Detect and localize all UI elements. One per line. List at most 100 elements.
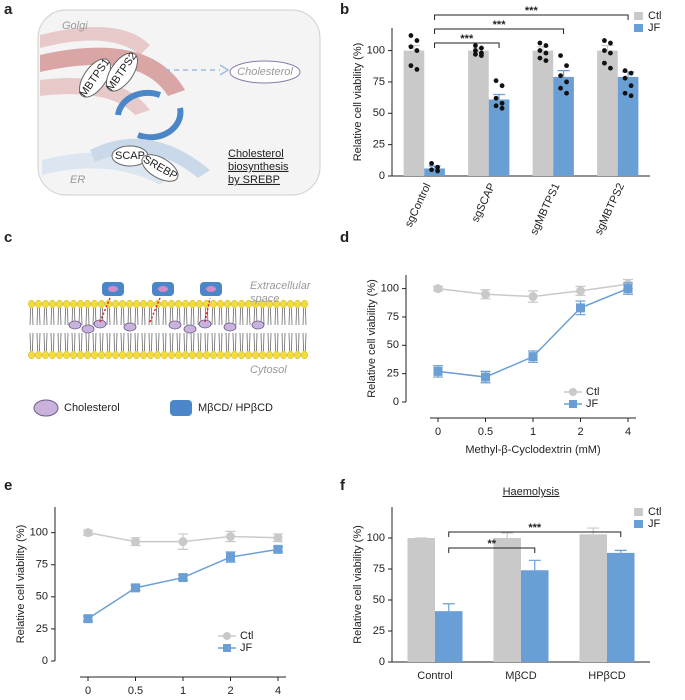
error-bar <box>557 70 570 77</box>
marker <box>131 583 140 593</box>
marker <box>226 532 235 542</box>
panel-label: a <box>4 1 13 18</box>
cyclodextrin-group <box>102 282 222 296</box>
y-tick-label: 0 <box>379 656 385 668</box>
data-point <box>414 48 420 53</box>
label: SCAP <box>115 150 145 162</box>
bar <box>617 76 639 176</box>
protein <box>78 58 112 98</box>
data-point <box>628 83 634 89</box>
significance-bracket <box>434 42 500 48</box>
protein <box>141 154 179 182</box>
legend-label: Ctl <box>240 630 253 642</box>
data-point <box>608 65 613 71</box>
error-bar <box>614 549 627 553</box>
significance-bracket <box>448 531 622 537</box>
y-tick-label: 50 <box>36 591 48 603</box>
panel-label: b <box>340 1 349 18</box>
x-axis-label: Methyl-β-Cyclodextrin (mM) <box>465 444 600 456</box>
marker <box>433 366 443 376</box>
series-line <box>87 548 279 620</box>
data-point <box>493 95 499 101</box>
x-tick-label: 2 <box>227 685 233 697</box>
data-point <box>628 93 634 99</box>
data-point <box>429 161 434 166</box>
data-point <box>435 164 440 170</box>
marker <box>273 533 283 543</box>
y-tick-label: 100 <box>30 527 48 539</box>
data-point <box>602 60 607 66</box>
protein <box>105 52 139 92</box>
marker <box>226 552 235 562</box>
marker <box>481 289 490 299</box>
data-point <box>435 168 440 174</box>
chart-title: Haemolysis <box>503 486 560 498</box>
x-tick-label: sgMBTPS2 <box>593 181 627 236</box>
diagram-a: Golgi MBTPS1 MBTPS2 Cholesterol ER SCAP … <box>37 9 321 196</box>
data-point <box>479 53 484 58</box>
bar <box>403 50 425 176</box>
x-tick-label: 2 <box>577 426 583 438</box>
bar <box>424 168 445 176</box>
marker <box>83 528 93 538</box>
data-point <box>408 44 414 50</box>
data-point <box>602 38 607 43</box>
caption: biosynthesis <box>228 161 289 173</box>
x-tick-label: sgSCAP <box>470 181 498 224</box>
panel-label: e <box>4 477 12 494</box>
bar <box>607 552 635 662</box>
bar <box>468 50 489 176</box>
significance-label: *** <box>528 522 542 534</box>
bar <box>553 76 574 176</box>
legend-label: Ctl <box>586 386 599 398</box>
data-point <box>558 85 563 91</box>
legend-marker <box>569 400 577 408</box>
label: Cholesterol <box>237 66 293 78</box>
bar <box>597 50 618 176</box>
y-tick-label: 100 <box>367 44 385 56</box>
bar <box>521 570 549 662</box>
y-tick-label: 0 <box>379 170 385 182</box>
data-point <box>414 38 420 43</box>
x-tick-label: 1 <box>180 685 186 697</box>
marker <box>273 544 283 554</box>
data-point <box>408 33 414 38</box>
extraction-arrows <box>99 297 211 323</box>
legend-swatch <box>634 12 643 20</box>
panel-label: d <box>340 229 349 246</box>
golgi <box>40 47 185 96</box>
data-point <box>429 167 434 173</box>
y-tick-label: 75 <box>373 76 385 88</box>
data-point <box>622 68 628 74</box>
membrane <box>28 300 308 360</box>
y-axis-label: Relative cell viability (%) <box>352 43 364 162</box>
panel-label: c <box>4 229 12 246</box>
data-point <box>499 100 505 106</box>
legend-label: MβCD/ HPβCD <box>198 402 273 414</box>
cycle-arrow <box>136 107 184 141</box>
y-axis-label: Relative cell viability (%) <box>15 525 27 644</box>
x-tick-label: 0.5 <box>128 685 143 697</box>
error-bar <box>493 93 506 100</box>
data-point <box>493 103 499 109</box>
legend-marker <box>223 644 231 652</box>
data-point <box>499 83 505 89</box>
y-tick-label: 25 <box>373 139 385 151</box>
legend-marker <box>569 388 577 396</box>
data-point <box>543 58 549 64</box>
legend-swatch <box>634 24 643 32</box>
marker <box>623 284 633 294</box>
legend-swatch <box>634 520 643 528</box>
y-axis-label: Relative cell viability (%) <box>352 525 364 644</box>
data-point <box>408 63 414 69</box>
data-point <box>558 53 563 58</box>
data-point <box>543 43 549 48</box>
significance-label: *** <box>525 5 539 17</box>
marker <box>83 614 93 624</box>
x-tick-label: 4 <box>275 685 281 697</box>
data-point <box>414 66 420 72</box>
legend-label: Cholesterol <box>64 402 120 414</box>
marker <box>528 292 538 302</box>
cycle-arrow <box>115 89 162 116</box>
data-point <box>602 48 607 53</box>
